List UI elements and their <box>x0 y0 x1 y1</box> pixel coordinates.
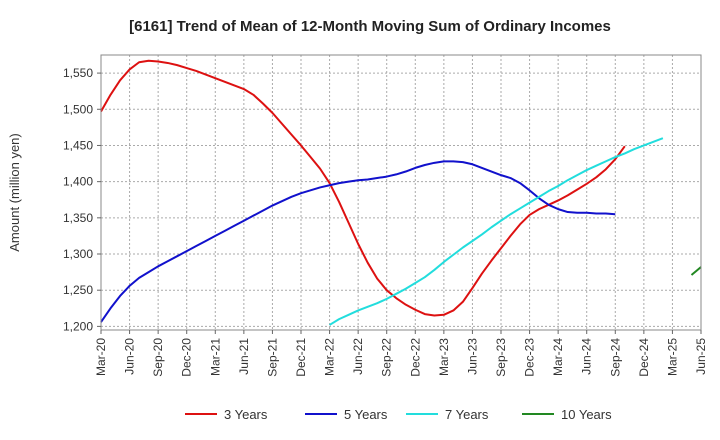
y-tick-label: 1,500 <box>63 102 93 116</box>
x-axis: Mar-20 Jun-20 Sep-20 Dec-20 Mar-21 Jun-21 Sep-… <box>94 330 708 377</box>
series-layer <box>100 59 702 326</box>
x-tick-label: Mar-23 <box>437 338 451 376</box>
y-axis: 1,200 1,250 1,300 1,350 1,400 1,450 1,500 1,550 <box>63 66 101 333</box>
x-tick-label: Mar-25 <box>665 338 679 376</box>
y-tick-label: 1,550 <box>63 66 93 80</box>
x-tick-label: Dec-24 <box>637 338 651 377</box>
series-line-7-years <box>329 137 664 326</box>
x-tick-label: Dec-21 <box>294 338 308 377</box>
x-tick-label: Sep-24 <box>608 338 622 377</box>
x-tick-label: Jun-25 <box>694 338 708 375</box>
plot-frame <box>100 54 702 331</box>
legend-item-7-years: 7 Years <box>406 407 489 422</box>
series-line-5-years <box>100 160 616 323</box>
y-tick-label: 1,200 <box>63 319 93 333</box>
x-tick-label: Jun-24 <box>580 338 594 375</box>
y-tick-label: 1,400 <box>63 175 93 189</box>
chart-title: [6161] Trend of Mean of 12-Month Moving … <box>129 18 611 35</box>
legend-label: 7 Years <box>445 407 489 422</box>
series-line-10-years <box>690 266 702 276</box>
x-tick-label: Mar-24 <box>551 338 565 376</box>
legend: 3 Years 5 Years 7 Years 10 Years <box>185 407 612 422</box>
legend-item-5-years: 5 Years <box>305 407 388 422</box>
series-line-3-years <box>100 59 626 317</box>
y-tick-label: 1,250 <box>63 283 93 297</box>
x-tick-label: Jun-20 <box>123 338 137 375</box>
y-tick-label: 1,450 <box>63 138 93 152</box>
x-tick-label: Mar-22 <box>323 338 337 376</box>
y-tick-label: 1,350 <box>63 211 93 225</box>
x-tick-label: Jun-22 <box>351 338 365 375</box>
legend-label: 3 Years <box>224 407 268 422</box>
x-tick-label: Dec-20 <box>180 338 194 377</box>
x-tick-label: Sep-23 <box>494 338 508 377</box>
x-tick-label: Sep-22 <box>380 338 394 377</box>
legend-label: 10 Years <box>561 407 612 422</box>
x-tick-label: Jun-23 <box>465 338 479 375</box>
legend-item-3-years: 3 Years <box>185 407 268 422</box>
y-axis-label: Amount (million yen) <box>7 133 22 252</box>
y-tick-label: 1,300 <box>63 247 93 261</box>
x-tick-label: Mar-21 <box>208 338 222 376</box>
x-tick-label: Sep-20 <box>151 338 165 377</box>
legend-label: 5 Years <box>344 407 388 422</box>
legend-item-10-years: 10 Years <box>522 407 612 422</box>
grid <box>101 55 701 330</box>
x-tick-label: Dec-23 <box>523 338 537 377</box>
x-tick-label: Sep-21 <box>265 338 279 377</box>
x-tick-label: Dec-22 <box>408 338 422 377</box>
x-tick-label: Jun-21 <box>237 338 251 375</box>
x-tick-label: Mar-20 <box>94 338 108 376</box>
